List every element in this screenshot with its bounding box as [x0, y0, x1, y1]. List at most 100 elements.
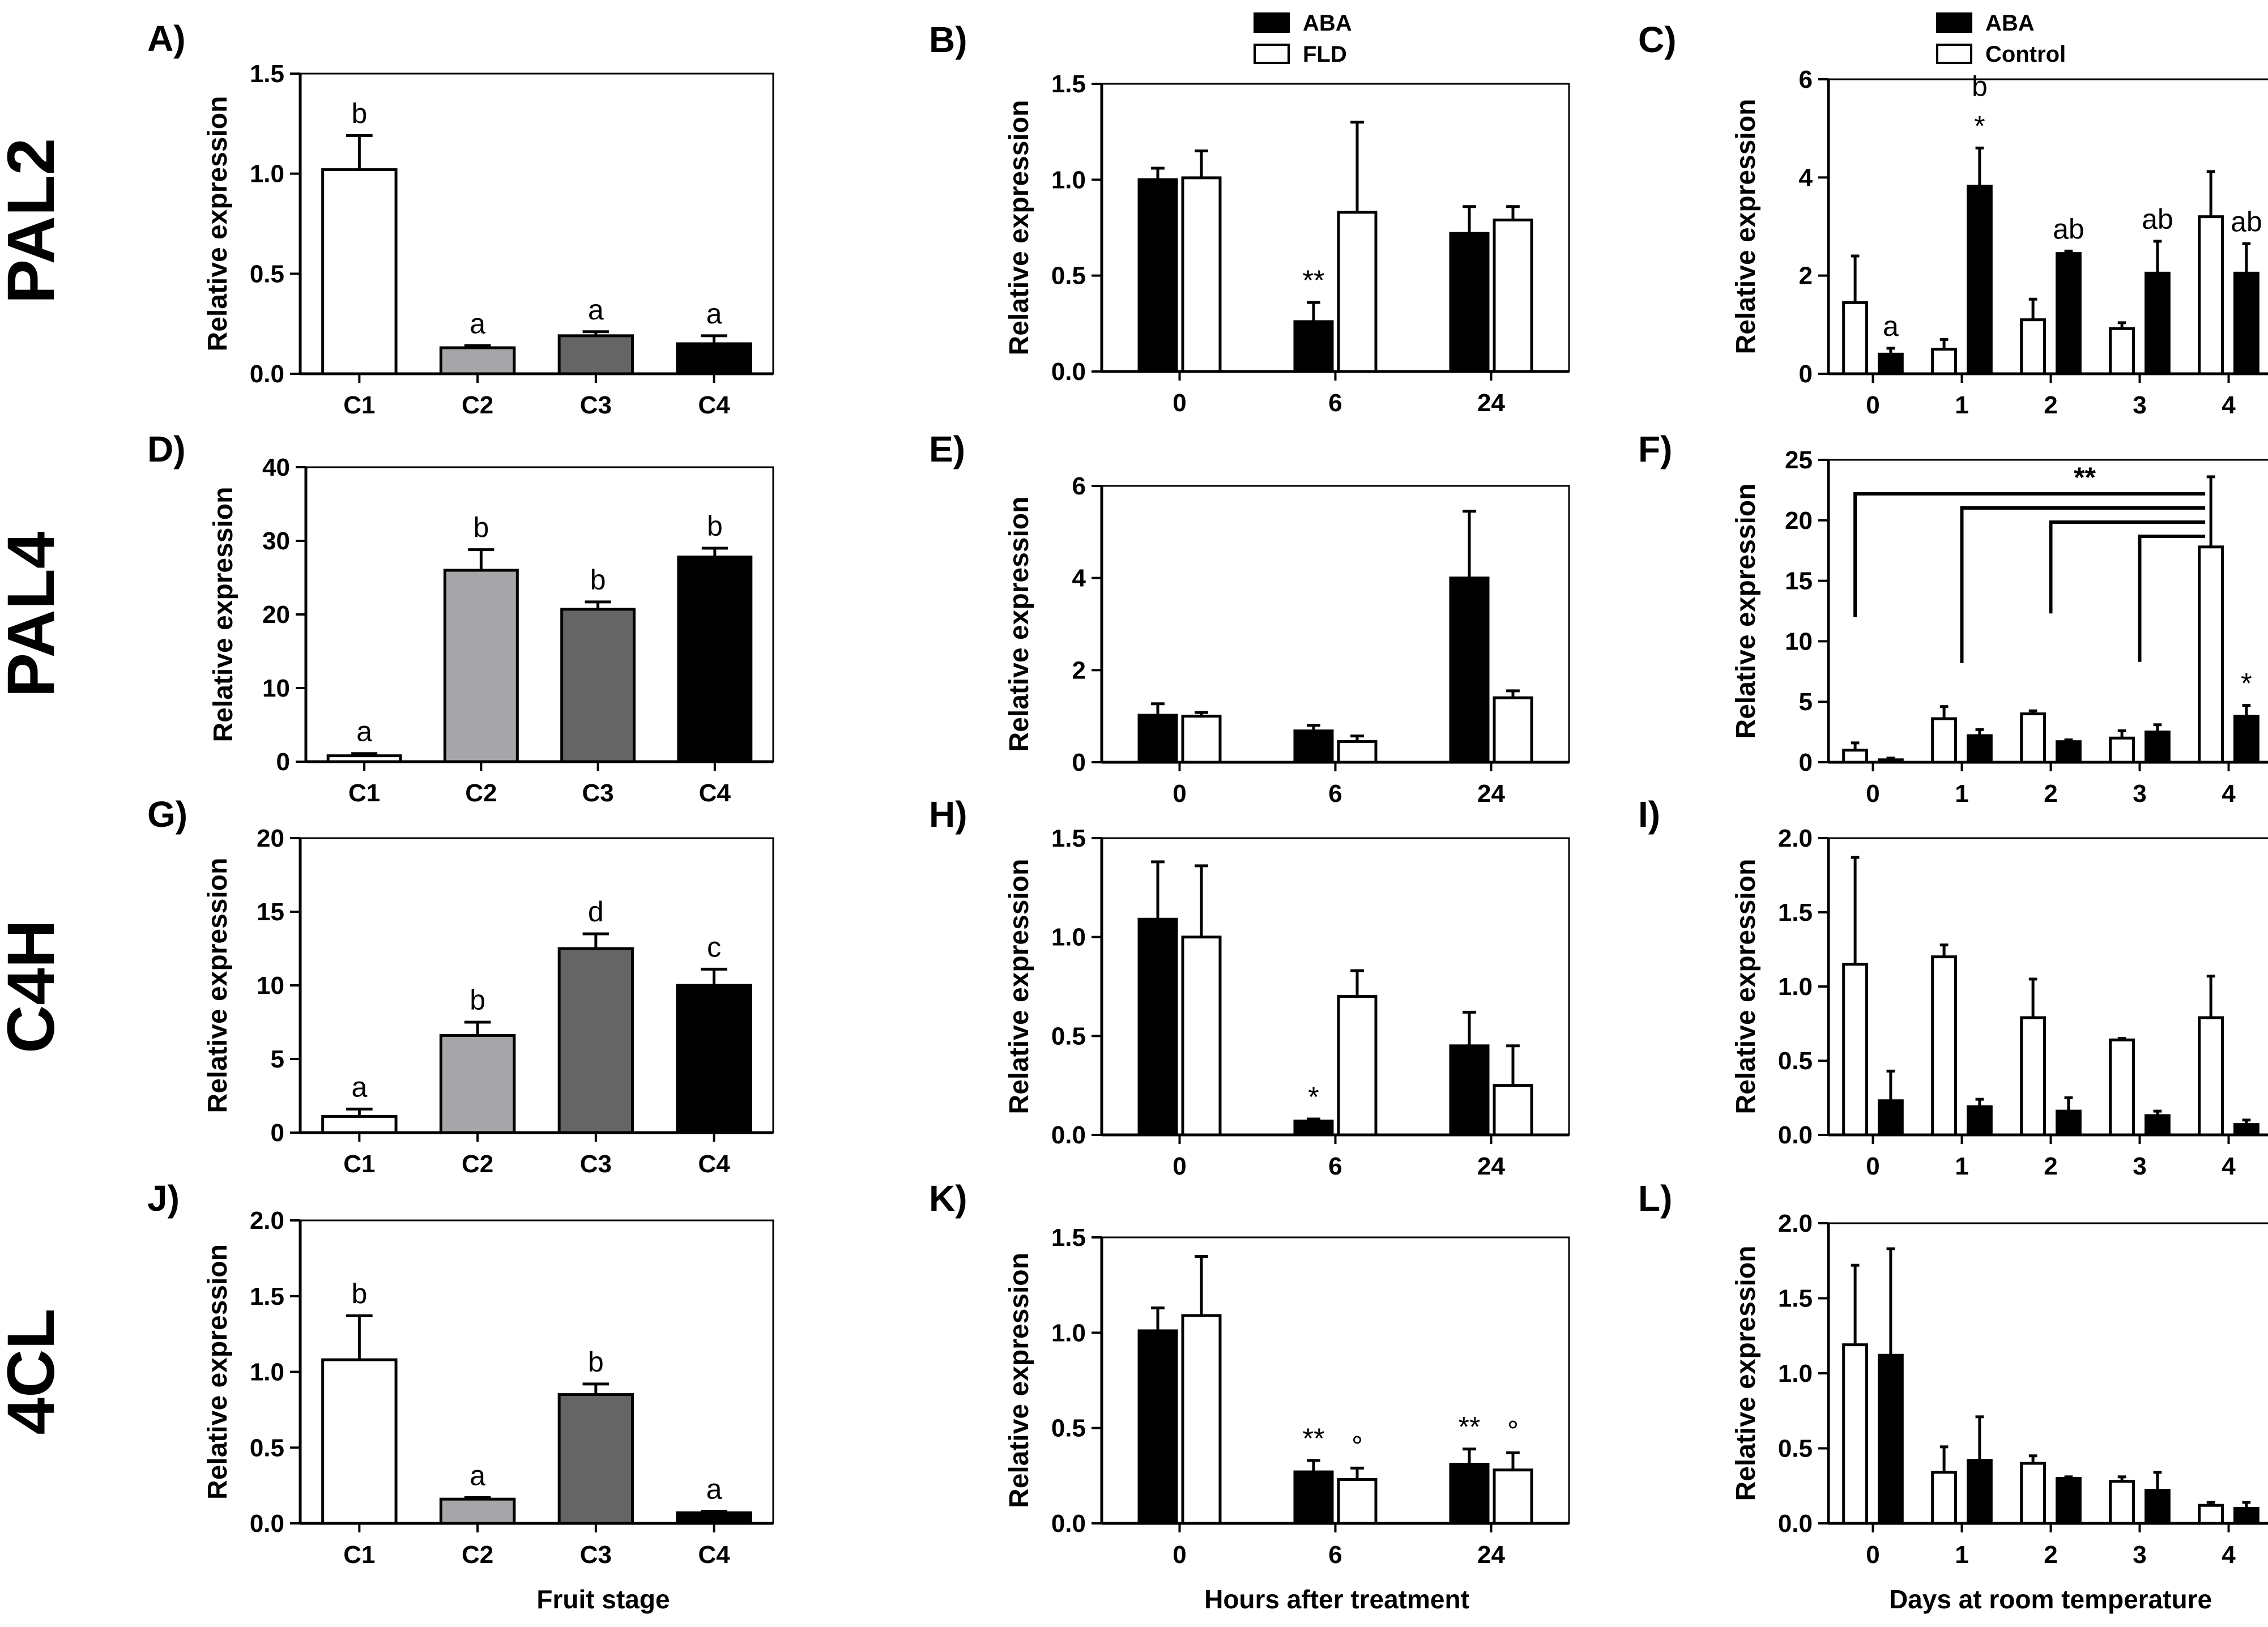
bar-fld-0 — [1181, 176, 1222, 373]
bar-aba-24 — [1449, 1044, 1490, 1137]
x-axis-title: Days at room temperature — [1889, 1585, 2212, 1614]
panel-label: E) — [929, 429, 965, 469]
y-tick-label: 5 — [271, 1045, 284, 1073]
bar-aba-2 — [2055, 252, 2082, 375]
y-tick-label: 0 — [1799, 360, 1813, 388]
y-tick-label: 20 — [257, 825, 284, 852]
panel-label: F) — [1638, 429, 1672, 469]
bar-fld-24 — [1493, 1468, 1533, 1525]
y-axis-title: Relative expression — [203, 96, 233, 352]
significance-label: * — [1974, 110, 1985, 142]
y-tick-label: 1.5 — [1051, 825, 1086, 852]
panel-label: J) — [147, 1178, 180, 1219]
bar-c1 — [326, 754, 402, 763]
panel-C: C) Relative expression 0 2 4 6 a 0 * b 1 ab 2 ab 3 ab 4 — [1638, 19, 2268, 419]
x-tick-label: 6 — [1328, 780, 1342, 808]
x-tick-label: C1 — [343, 1541, 375, 1569]
bar-control-4 — [2198, 1504, 2224, 1525]
y-tick-label: 2 — [1072, 656, 1086, 684]
panel-label: B) — [929, 19, 967, 60]
legend-swatch-aba — [1254, 12, 1290, 33]
bar-c4 — [676, 342, 752, 375]
legend-swatch-fld — [1254, 44, 1290, 64]
x-tick-label: 6 — [1328, 1541, 1342, 1569]
bar-aba-0 — [1137, 714, 1178, 764]
x-tick-label: 4 — [2222, 1541, 2236, 1569]
x-tick-label: 3 — [2133, 1541, 2146, 1569]
significance-label: * — [1308, 1081, 1319, 1113]
bar-control-3 — [2109, 1038, 2135, 1137]
panel-G: G) Relative expression 0 5 10 15 20 a C1 b C2 d C3 c C… — [147, 794, 774, 1178]
bar-aba-1 — [1966, 1105, 1993, 1137]
x-tick-label: 0 — [1866, 1541, 1879, 1569]
significance-label: d — [588, 896, 604, 928]
y-tick-label: 0.5 — [250, 1434, 284, 1462]
y-axis-title: Relative expression — [1731, 484, 1761, 739]
bar-aba-0 — [1877, 352, 1904, 375]
panel-label: H) — [929, 794, 967, 835]
panel-label: C) — [1638, 19, 1677, 60]
y-tick-label: 1.0 — [1051, 1319, 1086, 1347]
y-tick-label: 1.0 — [250, 160, 284, 188]
bar-aba-0 — [1137, 917, 1178, 1137]
bar-fld-0 — [1181, 1314, 1222, 1525]
significance-label: ** — [1303, 264, 1325, 296]
significance-label: ab — [2053, 213, 2084, 245]
y-axis-title: Relative expression — [1004, 497, 1034, 752]
x-tick-label: 24 — [1477, 780, 1505, 808]
bar-aba-3 — [2144, 731, 2171, 764]
y-tick-label: 1.5 — [250, 60, 284, 88]
x-tick-label: 3 — [2133, 780, 2146, 808]
bar-c1 — [321, 168, 398, 375]
bar-aba-2 — [2055, 1477, 2082, 1525]
y-tick-label: 0.0 — [1051, 1510, 1086, 1538]
bar-fld-6 — [1337, 211, 1378, 373]
bar-control-3 — [2109, 1480, 2135, 1525]
comparison-bracket — [1853, 492, 2206, 617]
bar-c2 — [439, 1034, 516, 1134]
y-tick-label: 0 — [1799, 749, 1813, 776]
x-tick-label: 2 — [2044, 1152, 2057, 1180]
x-tick-label: C3 — [582, 779, 614, 807]
y-tick-label: 2.0 — [1778, 825, 1813, 852]
comparison-bracket — [2138, 535, 2206, 662]
panel-D: D) Relative expression 0 10 20 30 40 a C1 b C2 b C3 b… — [147, 429, 774, 807]
y-tick-label: 1.0 — [1051, 166, 1086, 194]
bar-aba-0 — [1877, 1099, 1904, 1137]
y-tick-label: 30 — [262, 527, 290, 555]
bar-aba-24 — [1449, 1463, 1490, 1525]
y-tick-label: 1.5 — [1051, 70, 1086, 98]
panel-J: J) Relative expression 0.0 0.5 1.0 1.5 2.0 b C1 a… — [147, 1178, 774, 1569]
y-tick-label: 0 — [271, 1119, 284, 1147]
y-tick-label: 6 — [1072, 472, 1086, 500]
y-tick-label: 0 — [276, 748, 290, 776]
bar-aba-4 — [2233, 1123, 2260, 1137]
y-tick-label: 10 — [1785, 627, 1813, 655]
bar-control-1 — [1931, 955, 1958, 1137]
bar-fld-0 — [1181, 715, 1222, 764]
y-axis-title: Relative expression — [208, 487, 238, 742]
significance-label: b — [590, 564, 606, 596]
x-tick-label: 0 — [1173, 780, 1186, 808]
y-tick-label: 0.5 — [1051, 1022, 1086, 1050]
x-tick-label: 24 — [1477, 1541, 1505, 1569]
x-tick-label: C3 — [580, 1150, 612, 1178]
panel-B: B) Relative expression 0.0 0.5 1.0 1.5 0 ** 6 24 — [929, 19, 1570, 417]
significance-label: c — [707, 931, 721, 963]
significance-label: ° — [1507, 1415, 1519, 1446]
x-tick-label: 0 — [1173, 1541, 1186, 1569]
x-tick-label: C2 — [462, 1541, 493, 1569]
y-axis-title: Relative expression — [1004, 1253, 1034, 1508]
bar-control-0 — [1842, 1343, 1869, 1525]
significance-label: b — [588, 1346, 604, 1378]
x-tick-label: 3 — [2133, 1152, 2146, 1180]
significance-label: b — [473, 512, 489, 544]
significance-label: a — [706, 1474, 722, 1505]
x-tick-label: 6 — [1328, 1152, 1342, 1180]
panel-K: K) Relative expression 0.0 0.5 1.0 1.5 0 ** ° 6 **… — [929, 1178, 1570, 1569]
bar-control-3 — [2109, 736, 2135, 764]
legend-swatch-control — [1936, 44, 1972, 64]
bar-c2 — [439, 346, 516, 375]
x-axis-title: Fruit stage — [536, 1585, 670, 1614]
